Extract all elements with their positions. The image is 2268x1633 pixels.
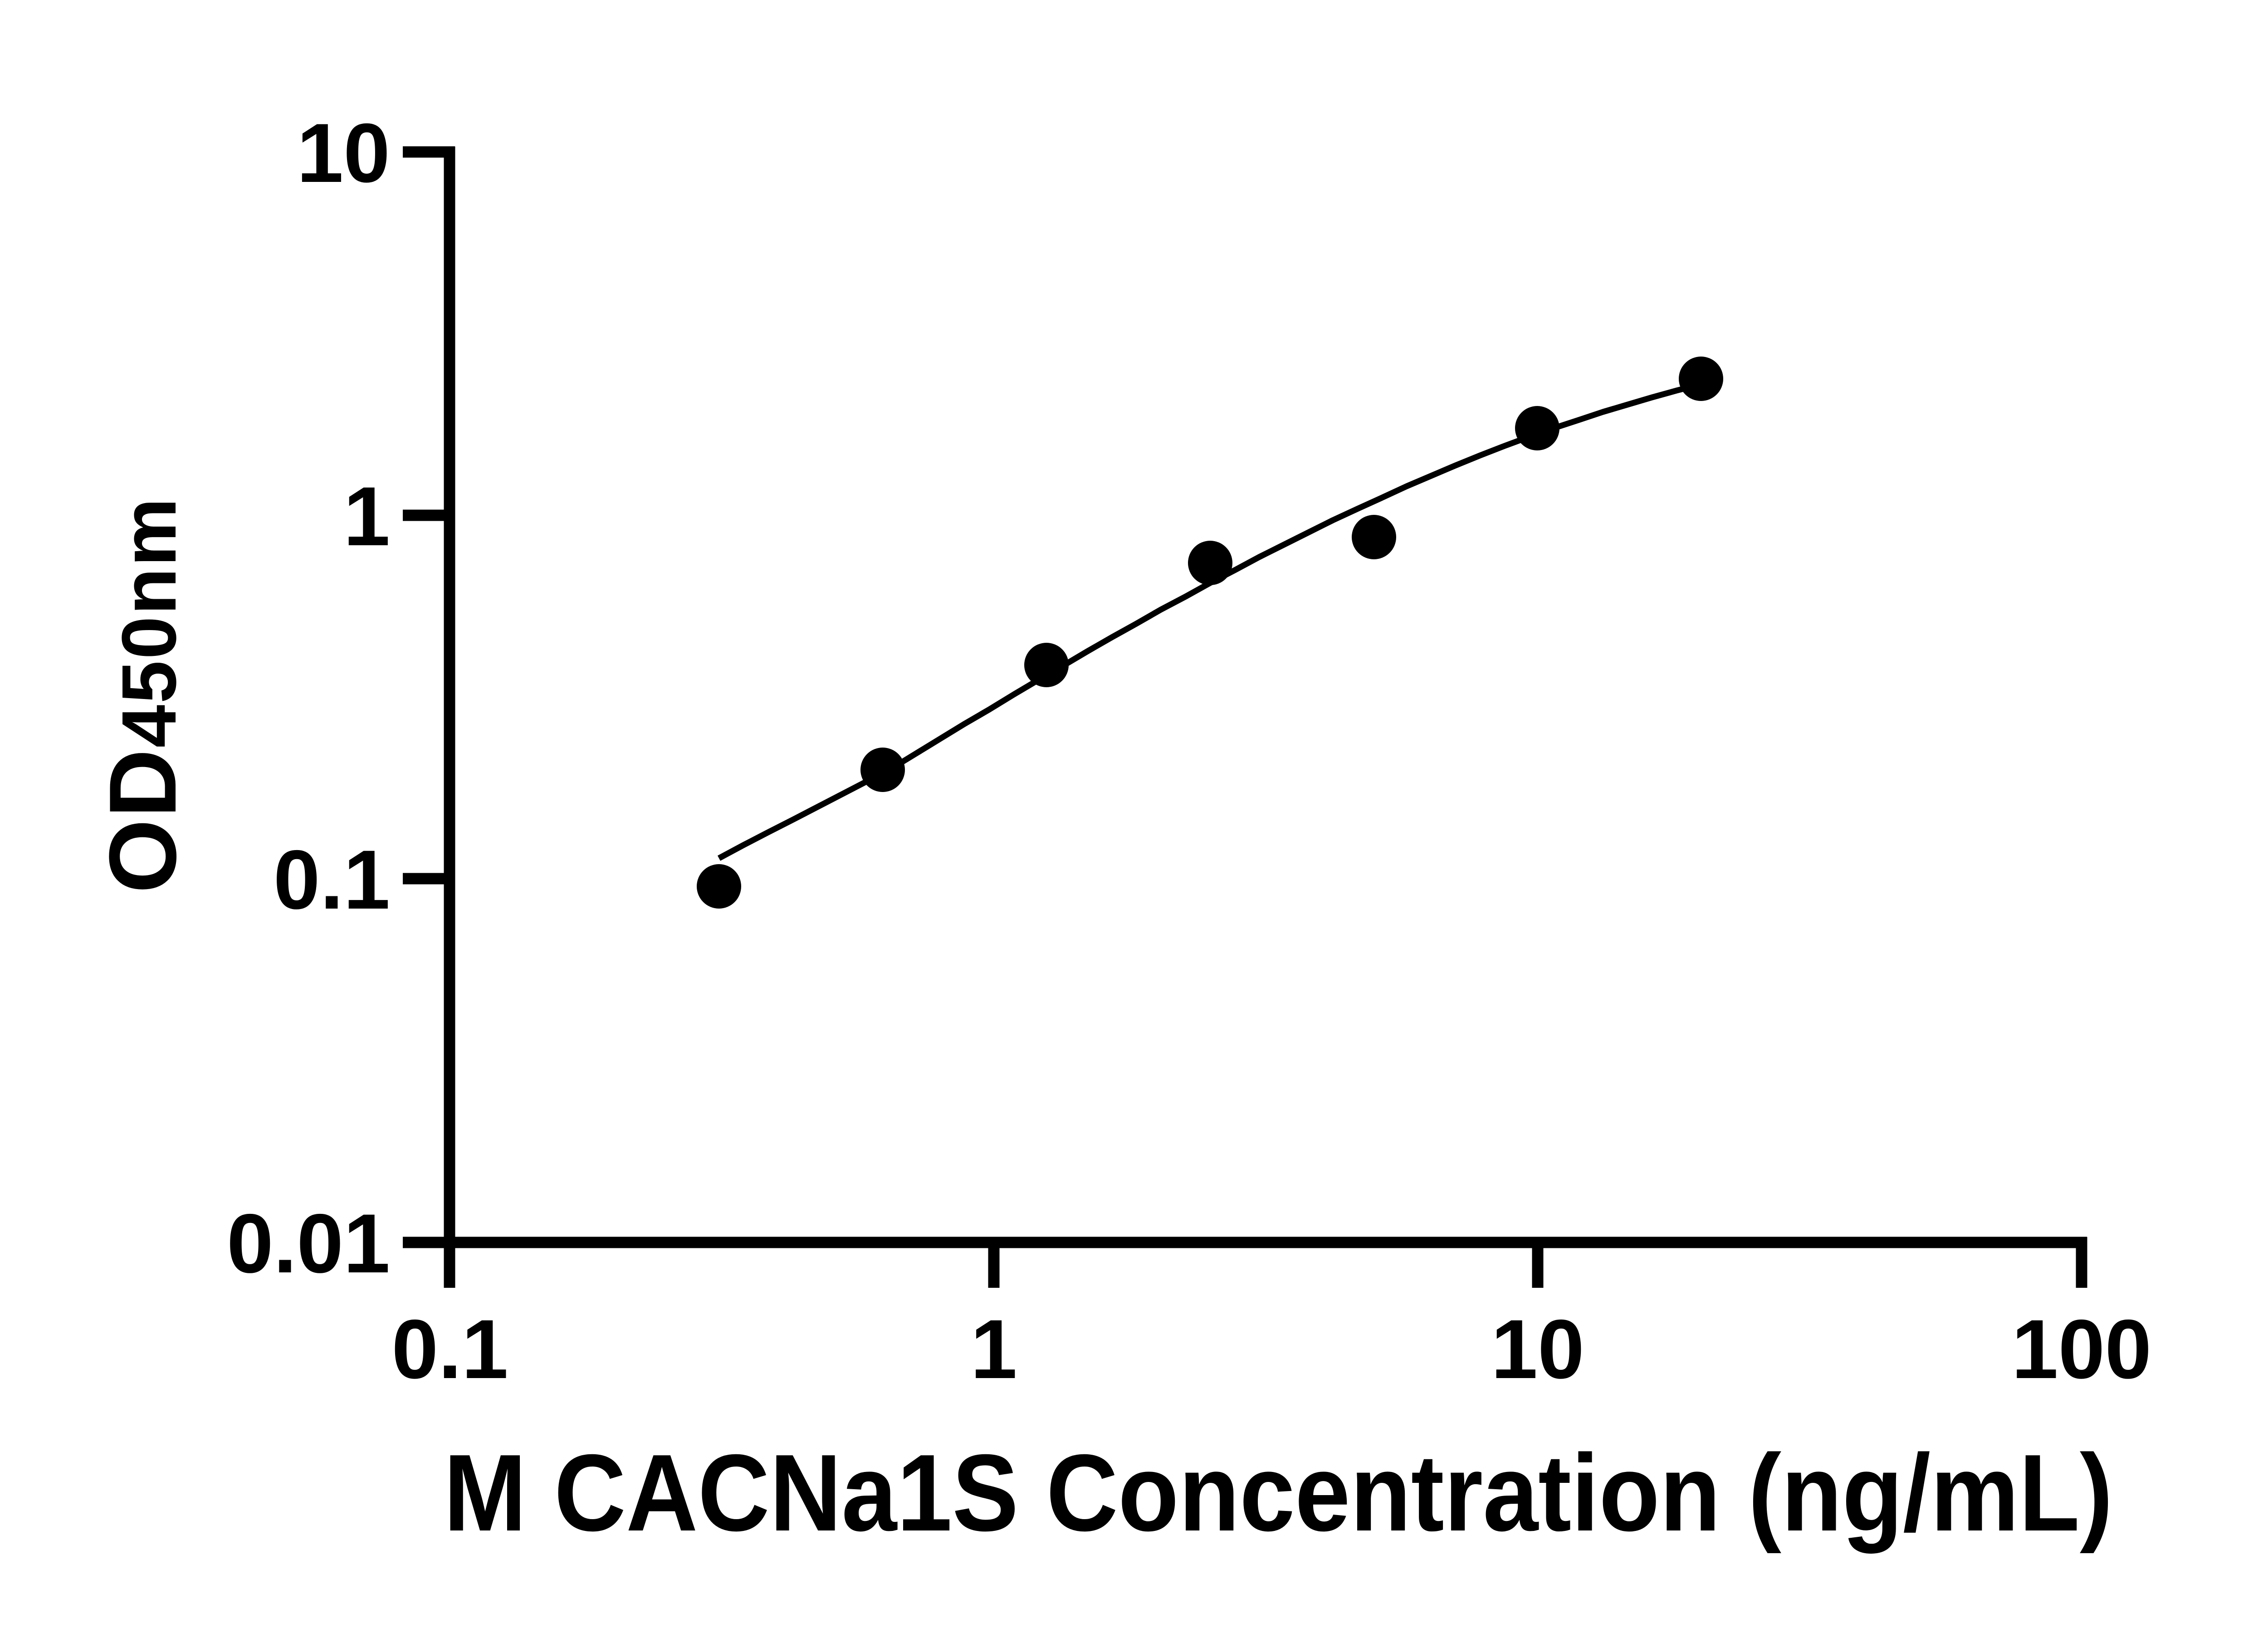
svg-text:0.1: 0.1: [274, 833, 390, 927]
svg-text:10: 10: [297, 107, 390, 200]
svg-text:1: 1: [971, 1303, 1017, 1396]
svg-text:1: 1: [343, 470, 390, 563]
svg-text:10: 10: [1491, 1303, 1584, 1396]
svg-text:100: 100: [2012, 1303, 2152, 1396]
svg-text:0.01: 0.01: [227, 1197, 390, 1291]
svg-text:M CACNa1S Concentration (ng/mL: M CACNa1S Concentration (ng/mL): [444, 1432, 2113, 1554]
svg-text:0.1: 0.1: [391, 1303, 508, 1396]
svg-text:OD450nm: OD450nm: [89, 497, 196, 894]
